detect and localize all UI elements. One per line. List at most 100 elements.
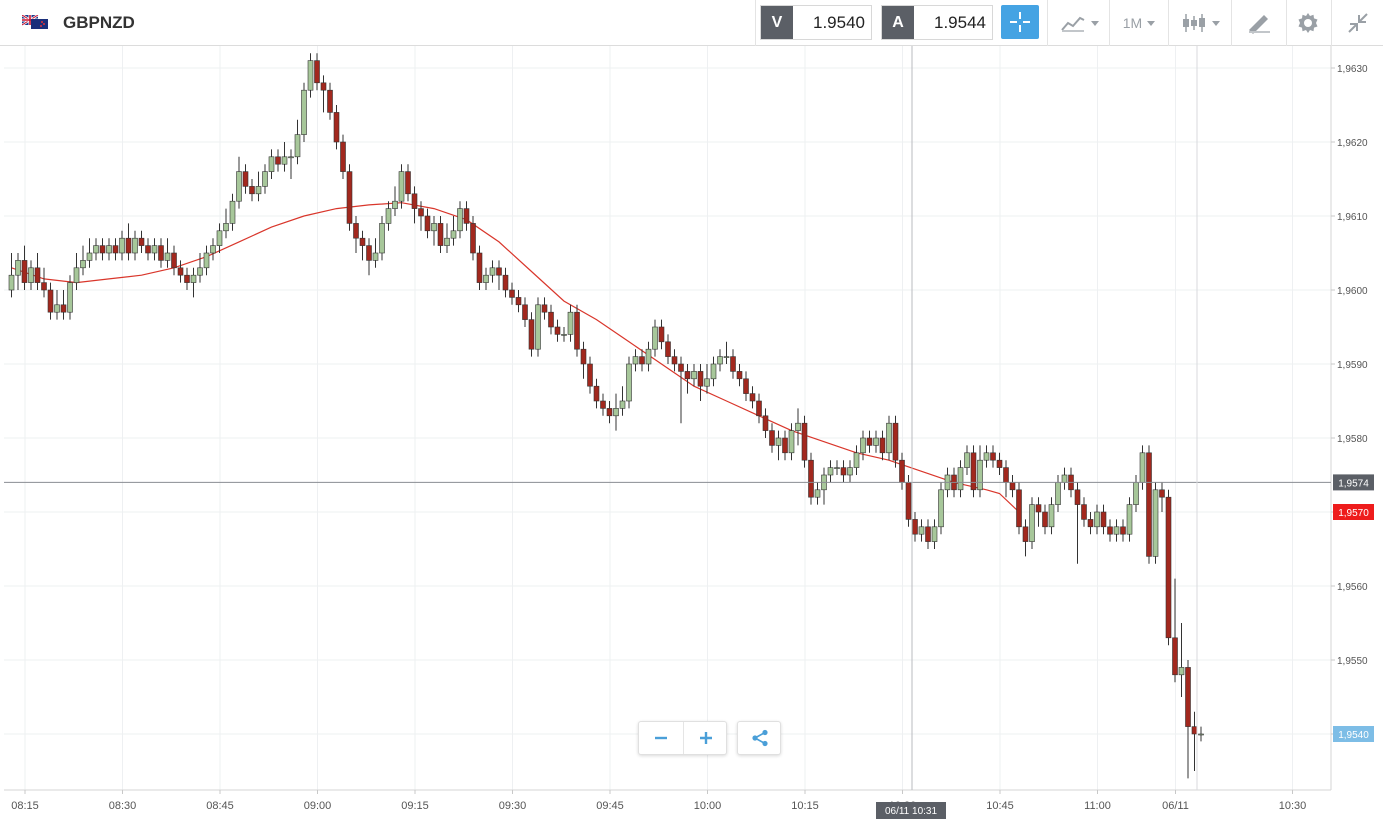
candle-body (788, 430, 795, 454)
buy-price-button[interactable]: A 1.9544 (881, 5, 993, 40)
candle-body (749, 393, 756, 402)
zoom-divider (683, 722, 684, 754)
timeframe-dropdown[interactable]: 1M (1113, 0, 1165, 46)
candle-down (1107, 519, 1113, 542)
candle-down (769, 423, 775, 453)
candle-body (379, 223, 385, 254)
timeframe-label: 1M (1122, 15, 1143, 31)
candle-body (704, 378, 710, 387)
candle-body (905, 482, 912, 520)
candle-body (710, 363, 717, 380)
candle-body (249, 186, 255, 195)
candle-down (879, 430, 886, 461)
candle-body (8, 274, 15, 291)
sell-price: 1.9540 (813, 13, 865, 32)
candle-up (216, 223, 223, 253)
candle-body (21, 260, 28, 283)
candle-body (957, 467, 964, 491)
fullscreen-button[interactable] (1336, 0, 1380, 46)
candle-down (411, 186, 418, 224)
candle-body (743, 378, 749, 394)
candle-down (340, 134, 346, 179)
candle-body (931, 526, 938, 542)
candle-body (398, 171, 405, 202)
candle-body (444, 237, 450, 246)
chart-type-caret-icon (1211, 20, 1220, 26)
candle-body (1029, 504, 1035, 542)
candle-body (392, 200, 398, 209)
last-price-label: 1,9540 (1333, 726, 1374, 742)
candle-body (73, 267, 80, 283)
candle-up (1152, 482, 1159, 564)
crosshair-price-label-bg (1333, 474, 1374, 491)
zoom-in-button[interactable] (684, 722, 728, 754)
candle-body (1016, 489, 1022, 528)
candle-body (281, 156, 288, 165)
candle-down (808, 452, 814, 505)
y-tick-label: 1,9600 (1337, 286, 1368, 297)
candle-up (307, 53, 314, 98)
share-button[interactable] (737, 721, 781, 755)
candle-body (385, 208, 392, 224)
candle-body (463, 208, 470, 224)
candle-body (346, 171, 353, 224)
candle-body (1100, 511, 1107, 528)
candle-body (782, 437, 788, 454)
timeframe-caret-icon (1147, 20, 1156, 26)
candle-down (21, 245, 28, 290)
candle-down (41, 267, 47, 298)
candle-body (697, 371, 704, 387)
candle-up (814, 482, 821, 505)
candle-body (639, 356, 645, 365)
candle-body (112, 245, 119, 254)
candle-up (886, 415, 892, 461)
x-tick-label: 08:30 (109, 800, 137, 812)
indicators-button[interactable] (1052, 0, 1106, 46)
candle-body (450, 230, 457, 239)
candle-down (314, 53, 320, 91)
candle-body (983, 452, 990, 461)
ma-price-label-text: 1,9570 (1338, 508, 1369, 519)
x-tick-label: 10:00 (694, 800, 722, 812)
candle-body (1198, 733, 1204, 736)
candle-body (411, 193, 418, 209)
candle-up (1029, 497, 1035, 549)
candle-up (1126, 497, 1133, 542)
candle-up (957, 460, 964, 498)
candle-up (847, 460, 853, 483)
candle-down (801, 415, 808, 468)
chart-type-button[interactable] (1172, 0, 1228, 46)
candle-up (1133, 475, 1139, 512)
candle-up (444, 223, 450, 253)
share-icon (752, 729, 768, 747)
candle-up (398, 164, 405, 209)
candle-body (834, 467, 840, 469)
zoom-out-button[interactable] (639, 722, 683, 754)
crosshair-button[interactable] (1001, 5, 1039, 39)
draw-tools-button[interactable] (1234, 0, 1284, 46)
candle-body (847, 467, 853, 476)
candle-down (528, 312, 535, 357)
candle-up (873, 430, 879, 453)
sell-price-button[interactable]: V 1.9540 (760, 5, 872, 40)
candle-body (1074, 489, 1081, 505)
candle-down (593, 378, 600, 409)
candle-body (158, 245, 164, 261)
settings-button[interactable] (1288, 0, 1328, 46)
candle-body (723, 356, 730, 358)
x-tick-label: 09:45 (596, 800, 624, 812)
candle-body (593, 385, 600, 402)
candle-body (340, 141, 346, 172)
candle-body (184, 274, 190, 283)
candle-body (600, 400, 606, 409)
price-chart[interactable]: 1,9630 1,9620 1,9610 1,9600 1,9590 1,9580 1,95… (0, 46, 1383, 823)
x-tick-label: 10:30 (1279, 800, 1307, 812)
candle-body (925, 526, 931, 542)
candle-body (1152, 489, 1159, 557)
candle-down (125, 223, 132, 261)
candle-body (210, 245, 216, 254)
candle-body (645, 348, 652, 365)
candle-down (327, 82, 333, 120)
candle-body (151, 245, 158, 254)
candle-down (424, 208, 431, 239)
